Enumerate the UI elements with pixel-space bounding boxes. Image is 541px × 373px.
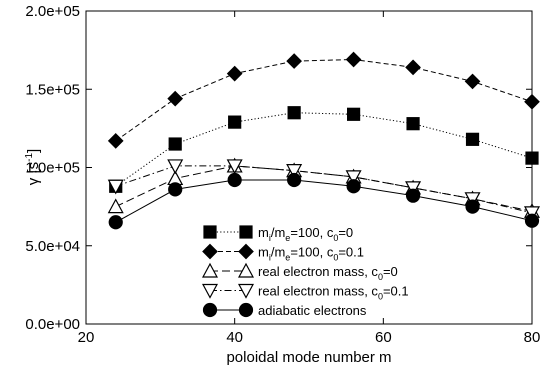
series-4: [107, 159, 541, 222]
legend-label: mi/me=100, c0=0.1: [258, 245, 364, 263]
data-point: [226, 65, 243, 82]
data-point: [346, 179, 361, 194]
legend-label: mi/me=100, c0=0: [258, 225, 353, 243]
data-point: [464, 192, 481, 208]
y-tick-label: 0.0e+00: [25, 316, 80, 333]
data-point: [108, 215, 123, 230]
legend-entry: mi/me=100, c0=0.1: [202, 243, 364, 263]
legend-marker: [237, 283, 255, 299]
legend-marker: [239, 225, 253, 239]
data-point: [406, 117, 420, 131]
series-2: [107, 51, 540, 149]
legend-marker: [238, 302, 254, 318]
legend-marker: [237, 262, 255, 278]
legend-entry: mi/me=100, c0=0: [203, 225, 353, 243]
data-point: [465, 132, 480, 146]
data-point: [227, 172, 242, 188]
data-point: [287, 172, 302, 188]
data-point: [405, 181, 422, 197]
data-point: [525, 151, 539, 165]
legend-marker: [238, 243, 254, 260]
y-tick-label: 1.5e+05: [25, 81, 80, 98]
legend-marker: [203, 225, 217, 239]
data-point: [523, 206, 541, 222]
series-line: [115, 165, 533, 212]
data-point: [107, 179, 124, 195]
y-axis-label-superscript: -1: [24, 153, 35, 162]
series-line: [115, 165, 533, 214]
legend-label: adiabatic electrons: [258, 303, 367, 318]
series-5: [108, 172, 540, 230]
data-point: [465, 199, 480, 214]
data-point: [405, 188, 421, 203]
legend-marker: [201, 262, 219, 278]
x-tick-label: 20: [78, 329, 95, 346]
y-tick-label: 5.0e+04: [25, 238, 80, 255]
x-tick-label: 80: [524, 329, 541, 346]
data-point: [347, 107, 361, 121]
x-axis-label: poloidal mode number m: [226, 349, 391, 366]
y-axis-label-close: ]: [25, 149, 42, 153]
data-point: [167, 90, 184, 107]
data-point: [464, 73, 481, 90]
y-tick-label: 1.0e+05: [25, 160, 80, 177]
legend-marker: [202, 302, 218, 318]
legend-marker: [201, 283, 219, 299]
data-point: [345, 170, 362, 186]
y-tick-label: 2.0e+05: [25, 3, 80, 20]
legend-entry: real electron mass, c0=0: [201, 262, 398, 282]
series-line: [115, 112, 533, 187]
y-axis-label-main: γ [s: [25, 162, 42, 185]
data-point: [287, 106, 301, 120]
legend-label: real electron mass, c0=0: [258, 264, 398, 282]
legend-marker: [202, 243, 218, 260]
data-point: [286, 53, 302, 69]
series-line: [115, 179, 533, 223]
axis-ticks: 20 40 60 80 0.0e+00 5.0e+04 1.0e+05 1.5e+05 2.0e…: [25, 3, 540, 346]
data-point: [228, 115, 242, 129]
data-point: [167, 159, 184, 175]
series-1: [109, 106, 539, 193]
legend-label: real electron mass, c0=0.1: [258, 284, 409, 302]
y-axis-label: γ [s-1]: [24, 149, 42, 185]
x-tick-label: 40: [226, 329, 243, 346]
data-point: [107, 198, 124, 214]
data-point: [405, 59, 421, 76]
data-point: [345, 51, 362, 68]
legend-entry: adiabatic electrons: [202, 302, 367, 318]
series-line: [115, 59, 533, 142]
data-point: [168, 182, 183, 197]
data-point: [524, 93, 540, 110]
x-tick-label: 60: [375, 329, 392, 346]
legend-entry: real electron mass, c0=0.1: [201, 283, 409, 302]
series-layer: [107, 51, 541, 230]
data-point: [107, 133, 124, 149]
data-point: [286, 164, 303, 179]
data-point: [226, 159, 243, 175]
data-point: [168, 137, 182, 151]
data-point: [524, 213, 540, 228]
